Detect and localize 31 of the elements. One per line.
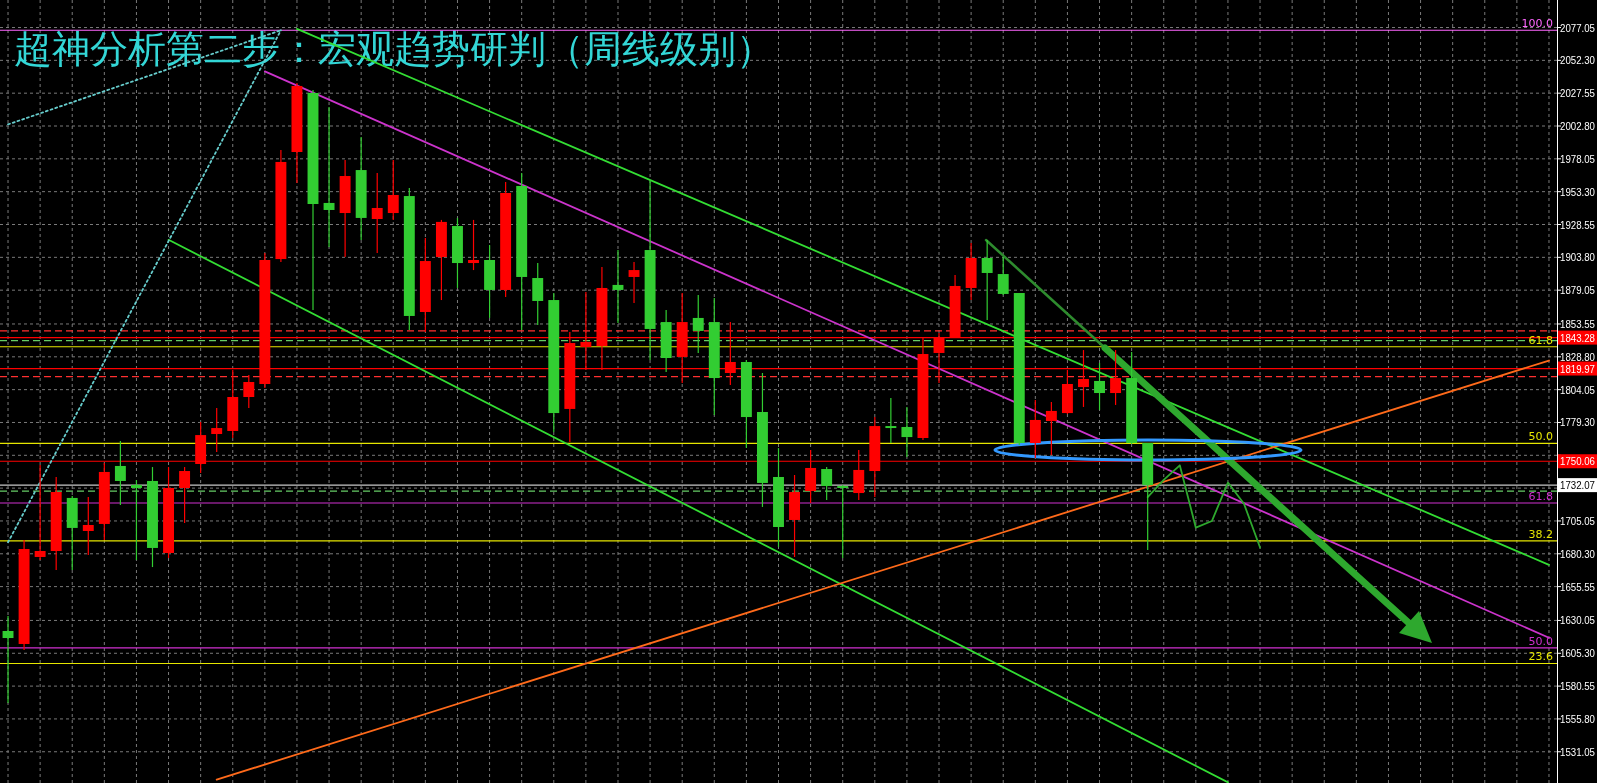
y-tick-label: 1680.30 bbox=[1560, 547, 1597, 560]
annotation: 61.8 bbox=[1528, 489, 1553, 503]
y-tick-label: 2027.55 bbox=[1560, 87, 1597, 100]
ref-line-label: 1732.07 bbox=[1560, 479, 1597, 492]
annotation: 100.0 bbox=[1521, 17, 1553, 31]
ref-line-label: 1750.06 bbox=[1560, 455, 1597, 468]
y-tick-label: 1804.05 bbox=[1560, 383, 1597, 396]
y-tick-label: 2002.80 bbox=[1560, 120, 1597, 133]
y-tick-label: 1705.05 bbox=[1560, 514, 1597, 527]
annotation: 38.2 bbox=[1528, 527, 1553, 541]
y-tick-label: 1605.30 bbox=[1560, 647, 1597, 660]
ref-line-label: 1843.28 bbox=[1560, 331, 1597, 344]
ref-line-label: 1819.97 bbox=[1560, 362, 1597, 375]
y-tick-label: 1978.05 bbox=[1560, 152, 1597, 165]
y-tick-label: 1879.05 bbox=[1560, 284, 1597, 297]
y-tick-label: 1655.55 bbox=[1560, 580, 1597, 593]
y-tick-label: 1555.80 bbox=[1560, 712, 1597, 725]
annotation: 50.0 bbox=[1528, 430, 1553, 444]
y-tick-label: 1580.55 bbox=[1560, 680, 1597, 693]
y-tick-label: 1828.80 bbox=[1560, 350, 1597, 363]
y-tick-label: 1853.55 bbox=[1560, 317, 1597, 330]
y-tick-label: 1928.55 bbox=[1560, 218, 1597, 231]
y-tick-label: 1630.05 bbox=[1560, 614, 1597, 627]
y-tick-label: 2077.05 bbox=[1560, 21, 1597, 34]
annotation: 23.6 bbox=[1528, 650, 1553, 664]
annotation: 50.0 bbox=[1528, 634, 1553, 648]
y-tick-label: 1953.30 bbox=[1560, 185, 1597, 198]
y-tick-label: 1779.30 bbox=[1560, 416, 1597, 429]
y-tick-label: 2052.30 bbox=[1560, 54, 1597, 67]
y-tick-label: 1903.80 bbox=[1560, 251, 1597, 264]
y-tick-label: 1531.05 bbox=[1560, 745, 1597, 758]
